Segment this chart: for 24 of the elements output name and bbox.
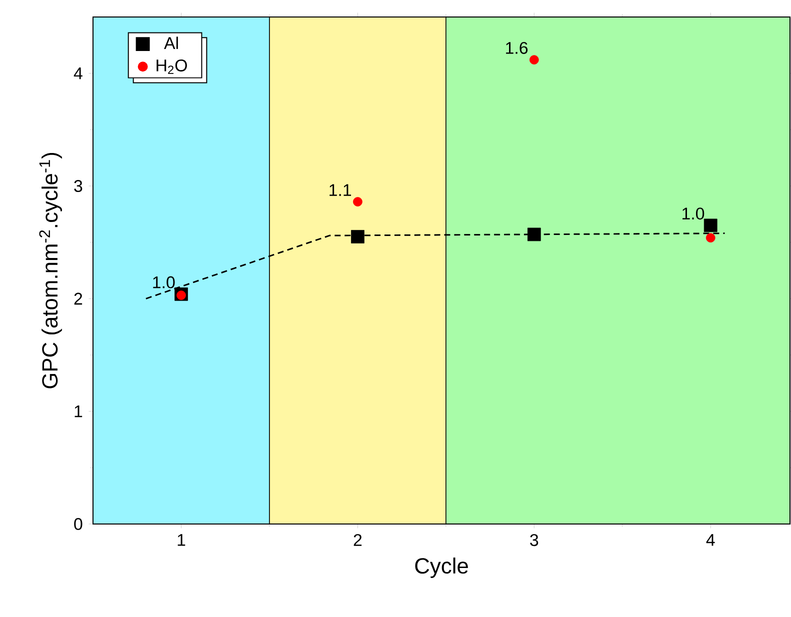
annotation: 1.0 xyxy=(153,276,175,288)
annotation: 1.1 xyxy=(330,184,352,196)
point xyxy=(529,55,539,64)
point xyxy=(353,197,362,206)
legend-label: H$_{2}$O xyxy=(156,59,187,74)
point xyxy=(527,228,541,242)
y-axis-title: GPC (atom.nm$^{-2}$.cycle$^{-1}$) xyxy=(39,152,62,388)
x-tick-label: 1 xyxy=(178,534,186,546)
x-tick-label: 2 xyxy=(354,534,362,546)
x-tick-label: 4 xyxy=(706,534,715,546)
point xyxy=(176,290,186,300)
y-tick-label: 0 xyxy=(74,518,82,530)
x-tick-label: 3 xyxy=(530,534,538,546)
y-tick-label: 2 xyxy=(74,292,82,305)
point xyxy=(351,230,364,244)
legend-label: Al xyxy=(164,36,178,49)
y-tick-label: 4 xyxy=(74,67,82,80)
y-tick-label: 1 xyxy=(74,405,82,418)
annotation: 1.0 xyxy=(682,208,704,220)
point xyxy=(704,218,718,232)
point xyxy=(706,233,716,242)
y-tick-label: 3 xyxy=(74,180,82,192)
annotation: 1.6 xyxy=(506,42,528,54)
x-axis-title: Cycle xyxy=(415,558,468,578)
